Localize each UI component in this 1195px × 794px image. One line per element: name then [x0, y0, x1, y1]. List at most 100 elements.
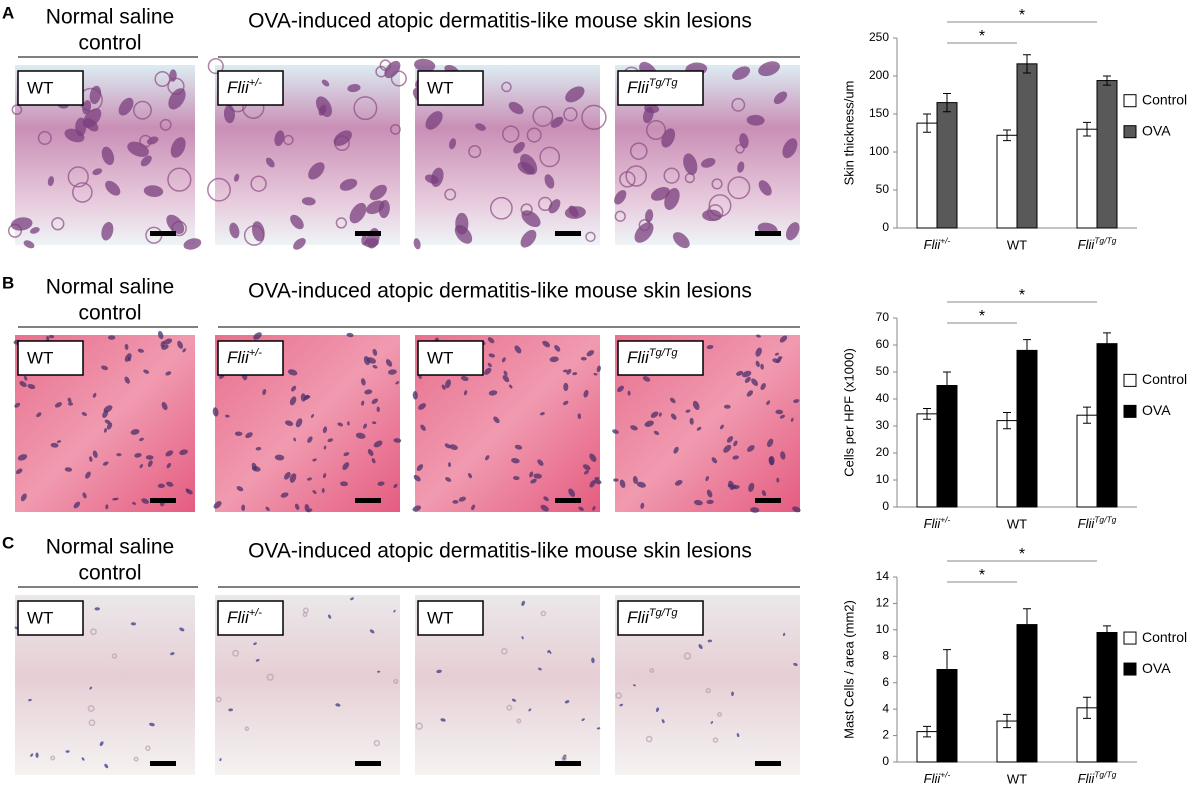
nucleus — [793, 399, 800, 404]
nucleus — [592, 506, 596, 511]
nucleus — [54, 402, 62, 408]
nucleus — [92, 168, 103, 176]
nucleus — [213, 501, 222, 509]
nucleus — [487, 337, 495, 344]
follicle — [390, 124, 401, 135]
y-tick-label: 8 — [882, 648, 889, 662]
nucleus — [134, 452, 142, 458]
nucleus — [308, 162, 325, 180]
nucleus — [373, 440, 383, 448]
nucleus — [760, 383, 766, 391]
nucleus — [166, 462, 172, 469]
follicle — [712, 737, 719, 743]
y-tick-label: 4 — [882, 701, 889, 715]
nucleus — [280, 492, 289, 498]
follicle — [90, 628, 97, 636]
follicle — [614, 210, 626, 222]
nucleus — [693, 499, 703, 506]
nucleus — [347, 83, 361, 93]
nucleus — [589, 480, 596, 488]
nucleus — [301, 197, 316, 206]
nucleus — [566, 368, 572, 375]
nucleus — [471, 504, 476, 511]
scale-bar — [150, 498, 176, 503]
nucleus — [347, 421, 350, 426]
nucleus — [14, 402, 21, 408]
nucleus — [577, 413, 582, 420]
follicle — [663, 167, 680, 184]
nucleus — [642, 376, 651, 382]
bar — [1016, 624, 1038, 763]
y-tick-label: 12 — [876, 596, 890, 610]
nucleus — [503, 370, 508, 376]
nucleus — [719, 424, 724, 430]
nucleus — [776, 357, 782, 364]
follicle — [500, 648, 508, 655]
x-tick-label: Flii+/- — [924, 236, 951, 253]
nucleus — [413, 474, 421, 482]
nucleus — [521, 600, 526, 607]
nucleus — [521, 636, 524, 640]
legend-label: Control — [1142, 629, 1187, 645]
nucleus — [15, 468, 23, 475]
nucleus — [549, 651, 552, 654]
nucleus — [366, 357, 377, 364]
follicle — [490, 196, 513, 220]
nucleus — [723, 444, 732, 453]
follicle — [72, 182, 93, 203]
image-label-box — [217, 70, 284, 106]
nucleus — [67, 397, 72, 404]
nucleus — [161, 401, 168, 411]
y-tick-label: 20 — [876, 445, 890, 459]
follicle — [159, 118, 172, 131]
follicle — [244, 726, 250, 732]
nucleus — [775, 409, 784, 415]
nucleus — [782, 138, 798, 159]
image-label-box — [217, 600, 284, 636]
nucleus — [674, 480, 683, 486]
nucleus — [755, 360, 760, 368]
nucleus — [755, 347, 762, 357]
nucleus — [147, 460, 153, 467]
nucleus — [416, 464, 424, 472]
follicle — [502, 125, 520, 143]
follicle — [133, 100, 152, 120]
follicle — [625, 165, 647, 187]
nucleus — [736, 733, 740, 738]
follicle — [393, 678, 399, 684]
nucleus — [776, 477, 780, 483]
bar — [1096, 80, 1118, 229]
nucleus — [514, 345, 522, 354]
nucleus — [705, 475, 710, 482]
nucleus — [760, 363, 764, 370]
nucleus — [493, 416, 500, 424]
error-bar — [1003, 412, 1011, 430]
nucleus — [673, 446, 679, 454]
follicle — [683, 652, 692, 660]
nucleus — [793, 662, 798, 667]
nucleus — [177, 340, 184, 349]
nucleus — [563, 400, 569, 406]
follicle — [516, 718, 522, 724]
follicle — [373, 739, 381, 747]
nucleus — [101, 365, 109, 371]
nucleus — [321, 488, 325, 493]
nucleus — [377, 670, 381, 673]
follicle — [50, 755, 56, 761]
significance-star: * — [979, 308, 985, 325]
nucleus — [30, 753, 34, 757]
nucleus — [596, 365, 601, 373]
nucleus — [312, 458, 317, 462]
significance-star: * — [979, 567, 985, 584]
nucleus — [339, 178, 358, 191]
nucleus — [293, 238, 306, 250]
image-label-box — [617, 70, 704, 106]
nucleus — [702, 209, 722, 222]
scale-bar — [555, 761, 581, 766]
nucleus — [445, 477, 452, 482]
nucleus — [114, 497, 119, 501]
nucleus — [548, 199, 561, 214]
nucleus — [81, 757, 85, 761]
nucleus — [748, 482, 755, 492]
follicle — [735, 144, 745, 154]
